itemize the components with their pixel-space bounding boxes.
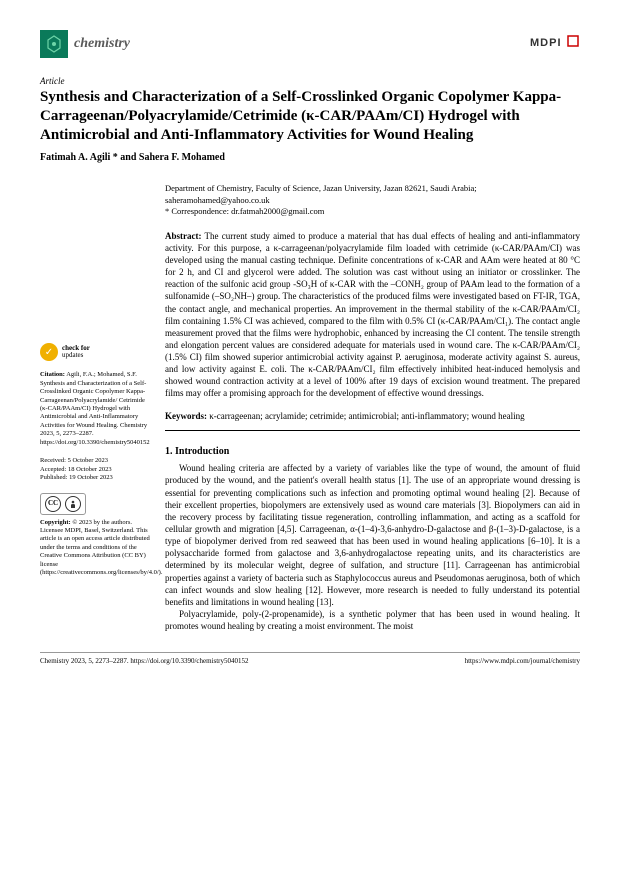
publisher-logo: MDPI bbox=[530, 34, 580, 54]
sidebar-spacer bbox=[40, 183, 150, 343]
correspondence: * Correspondence: dr.fatmah2000@gmail.co… bbox=[165, 206, 580, 217]
citation-block: Citation: Agili, F.A.; Mohamed, S.F. Syn… bbox=[40, 371, 150, 447]
citation-text: Agili, F.A.; Mohamed, S.F. Synthesis and… bbox=[40, 371, 150, 446]
article-title: Synthesis and Characterization of a Self… bbox=[40, 88, 580, 144]
copyright-text: © 2023 by the authors. Licensee MDPI, Ba… bbox=[40, 519, 162, 577]
dates-block: Received: 5 October 2023 Accepted: 18 Oc… bbox=[40, 457, 150, 482]
cc-badge[interactable]: CC bbox=[40, 493, 86, 515]
journal-icon bbox=[40, 30, 68, 58]
intro-paragraph-1: Wound healing criteria are affected by a… bbox=[165, 462, 580, 608]
intro-paragraph-2: Polyacrylamide, poly-(2-propenamide), is… bbox=[165, 608, 580, 632]
content-columns: ✓ check for updates Citation: Agili, F.A… bbox=[40, 183, 580, 632]
keywords-label: Keywords: bbox=[165, 411, 207, 421]
citation-label: Citation: bbox=[40, 371, 65, 378]
received-date: Received: 5 October 2023 bbox=[40, 457, 150, 465]
license-block: CC Copyright: © 2023 by the authors. Lic… bbox=[40, 493, 150, 578]
header: chemistry MDPI bbox=[40, 30, 580, 58]
svg-text:MDPI: MDPI bbox=[530, 37, 562, 49]
abstract: Abstract: The current study aimed to pro… bbox=[165, 230, 580, 400]
affiliation: Department of Chemistry, Faculty of Scie… bbox=[165, 183, 580, 217]
keywords-text: κ-carrageenan; acrylamide; cetrimide; an… bbox=[209, 411, 524, 421]
published-date: Published: 19 October 2023 bbox=[40, 474, 150, 482]
affiliation-dept: Department of Chemistry, Faculty of Scie… bbox=[165, 183, 580, 194]
abstract-label: Abstract: bbox=[165, 231, 202, 241]
abstract-text: The current study aimed to produce a mat… bbox=[165, 231, 580, 399]
copyright-label: Copyright: bbox=[40, 519, 71, 526]
by-icon bbox=[65, 496, 81, 512]
cc-icon: CC bbox=[45, 496, 61, 512]
keywords: Keywords: κ-carrageenan; acrylamide; cet… bbox=[165, 410, 580, 422]
section-heading: 1. Introduction bbox=[165, 445, 580, 459]
check-updates-light: updates bbox=[62, 351, 83, 359]
footer: Chemistry 2023, 5, 2273–2287. https://do… bbox=[40, 652, 580, 665]
authors: Fatimah A. Agili * and Sahera F. Mohamed bbox=[40, 152, 580, 163]
main-column: Department of Chemistry, Faculty of Scie… bbox=[165, 183, 580, 632]
journal-logo: chemistry bbox=[40, 30, 130, 58]
check-updates-text: check for updates bbox=[62, 345, 90, 359]
footer-right: https://www.mdpi.com/journal/chemistry bbox=[465, 657, 580, 665]
affiliation-email: saheramohamed@yahoo.co.uk bbox=[165, 195, 580, 206]
check-updates-block[interactable]: ✓ check for updates bbox=[40, 343, 150, 361]
page: chemistry MDPI Article Synthesis and Cha… bbox=[0, 0, 620, 685]
article-type: Article bbox=[40, 76, 580, 86]
footer-left: Chemistry 2023, 5, 2273–2287. https://do… bbox=[40, 657, 249, 665]
check-updates-icon: ✓ bbox=[40, 343, 58, 361]
introduction-body: Wound healing criteria are affected by a… bbox=[165, 462, 580, 632]
journal-name: chemistry bbox=[74, 36, 130, 52]
sidebar: ✓ check for updates Citation: Agili, F.A… bbox=[40, 183, 150, 632]
divider bbox=[165, 430, 580, 431]
accepted-date: Accepted: 18 October 2023 bbox=[40, 466, 150, 474]
